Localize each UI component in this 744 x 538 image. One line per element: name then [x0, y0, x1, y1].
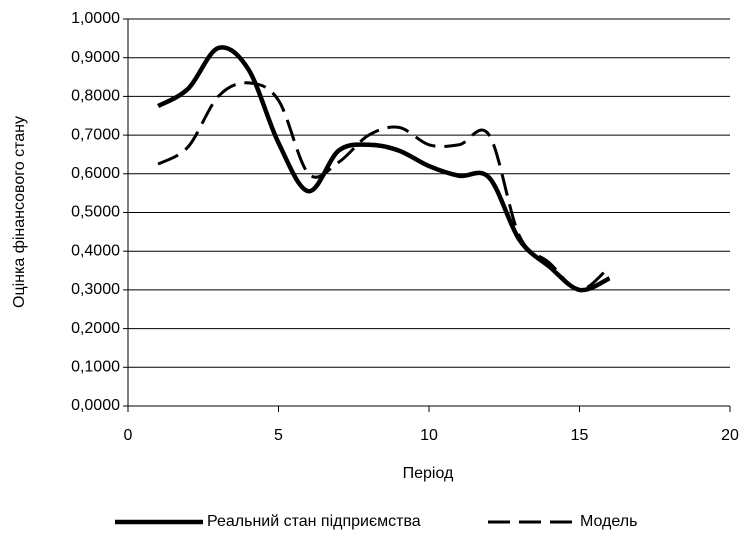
series-line	[157, 81, 611, 292]
x-tick-label: 10	[420, 427, 438, 444]
x-tick-label: 0	[124, 427, 133, 444]
y-tick-label: 0,2000	[71, 320, 120, 337]
y-tick-label: 0,7000	[71, 126, 120, 143]
y-tick-label: 0,9000	[71, 49, 120, 66]
series-line	[156, 45, 611, 293]
x-tick-label: 5	[274, 427, 283, 444]
y-axis-label: Оцінка фінансового стану	[11, 116, 28, 308]
y-tick-label: 0,3000	[71, 281, 120, 298]
y-tick-label: 0,5000	[71, 204, 120, 221]
x-tick-label: 20	[721, 427, 739, 444]
y-tick-label: 0,0000	[71, 397, 120, 414]
y-tick-label: 1,0000	[71, 10, 120, 27]
y-tick-label: 0,1000	[71, 359, 120, 376]
legend-label: Модель	[580, 513, 637, 530]
y-tick-label: 0,4000	[71, 242, 120, 259]
y-tick-label: 0,8000	[71, 88, 120, 105]
y-tick-label: 0,6000	[71, 165, 120, 182]
x-axis-label: Період	[403, 465, 454, 482]
legend-label: Реальний стан підприємства	[207, 513, 421, 530]
x-tick-label: 15	[571, 427, 589, 444]
